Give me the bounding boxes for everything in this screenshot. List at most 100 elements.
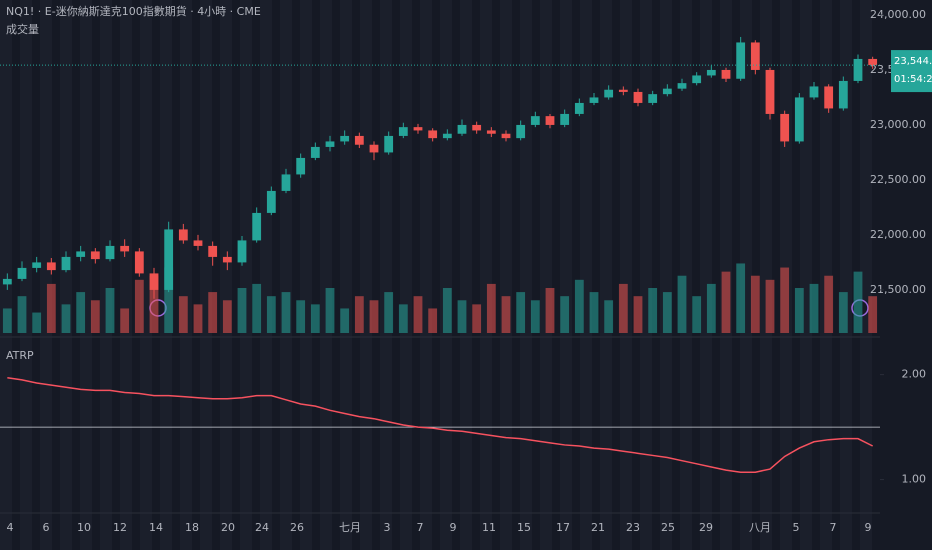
x-tick-label: 25: [661, 521, 675, 534]
volume-bar: [589, 292, 599, 333]
candle-body: [384, 135, 394, 153]
volume-bar: [384, 292, 394, 333]
volume-bar: [472, 304, 482, 333]
volume-bar: [486, 283, 496, 333]
volume-bar: [809, 283, 819, 333]
candle-body: [633, 91, 643, 103]
volume-bar: [677, 275, 687, 333]
candle-body: [281, 174, 291, 191]
volume-bar: [32, 312, 42, 333]
x-tick-label: 七月: [339, 521, 361, 534]
y-tick-label: 22,000.00: [870, 228, 926, 241]
volume-bar: [736, 263, 746, 333]
candle-body: [545, 116, 555, 125]
x-tick-label: 20: [221, 521, 235, 534]
candle-body: [486, 130, 496, 134]
candle-body: [736, 42, 746, 79]
volume-bar: [193, 304, 203, 333]
volume-bar: [134, 279, 144, 333]
volume-bar: [413, 296, 423, 333]
volume-label: 成交量: [6, 22, 39, 36]
candle-body: [310, 146, 320, 158]
candle-body: [780, 113, 790, 142]
x-tick-label: 4: [7, 521, 14, 534]
candle-body: [604, 89, 614, 98]
candle-body: [662, 88, 672, 95]
volume-bar: [428, 308, 438, 333]
x-tick-label: 八月: [749, 521, 771, 534]
candle-body: [824, 86, 834, 109]
volume-bar: [208, 292, 218, 333]
volume-bar: [90, 300, 100, 333]
candle-body: [46, 262, 56, 271]
y-tick-label: 2.00: [902, 368, 927, 381]
volume-bar: [61, 304, 71, 333]
volume-bar: [662, 292, 672, 333]
volume-bar: [120, 308, 130, 333]
candle-body: [266, 190, 276, 213]
volume-bar: [750, 275, 760, 333]
last-price-label: 23,544.25: [894, 56, 932, 67]
volume-bar: [325, 288, 335, 333]
volume-bar: [266, 296, 276, 333]
volume-bar: [105, 288, 115, 333]
volume-bar: [604, 300, 614, 333]
candle-body: [296, 157, 306, 175]
x-tick-label: 9: [450, 521, 457, 534]
candle-body: [428, 130, 438, 139]
volume-bar: [692, 296, 702, 333]
volume-bar: [340, 308, 350, 333]
volume-bar: [222, 300, 232, 333]
x-tick-label: 24: [255, 521, 269, 534]
volume-bar: [530, 300, 540, 333]
volume-bar: [633, 296, 643, 333]
candle-body: [677, 83, 687, 89]
candle-body: [76, 251, 86, 257]
x-tick-label: 5: [793, 521, 800, 534]
volume-bar: [310, 304, 320, 333]
last-price-tag: [891, 50, 932, 93]
volume-bar: [824, 275, 834, 333]
x-tick-label: 17: [556, 521, 570, 534]
candle-body: [472, 124, 482, 131]
candle-body: [325, 141, 335, 147]
indicator-line: [7, 377, 874, 473]
candle-body: [178, 229, 188, 241]
volume-bar: [164, 267, 174, 333]
volume-bar: [296, 300, 306, 333]
candle-body: [750, 42, 760, 70]
x-tick-label: 21: [591, 521, 605, 534]
candle-body: [530, 116, 540, 125]
volume-bar: [281, 292, 291, 333]
volume-bar: [178, 296, 188, 333]
y-tick-label: 24,000.00: [870, 8, 926, 21]
volume-bar: [574, 279, 584, 333]
candle-body: [340, 135, 350, 142]
candle-body: [2, 278, 12, 285]
volume-bar: [237, 288, 247, 333]
y-tick-label: 21,500.00: [870, 283, 926, 296]
candle-body: [237, 240, 247, 263]
candle-body: [164, 229, 174, 290]
candle-body: [442, 133, 452, 139]
candle-body: [105, 245, 115, 260]
volume-bar: [252, 283, 262, 333]
volume-bar: [149, 275, 159, 333]
candle-body: [853, 58, 863, 81]
candle-body: [516, 124, 526, 139]
candle-body: [32, 262, 42, 268]
volume-bar: [46, 283, 56, 333]
candle-body: [17, 267, 27, 279]
y-tick-label: 23,000.00: [870, 118, 926, 131]
candle-body: [120, 245, 130, 252]
candle-body: [354, 135, 364, 145]
x-tick-label: 9: [865, 521, 872, 534]
volume-bar: [794, 288, 804, 333]
chart-title: NQ1! · E-迷你納斯達克100指數期貨 · 4小時 · CME: [6, 4, 261, 18]
volume-bar: [706, 283, 716, 333]
countdown-label: 01:54:27: [894, 74, 932, 85]
x-tick-label: 15: [517, 521, 531, 534]
candle-body: [193, 240, 203, 246]
x-tick-label: 26: [290, 521, 304, 534]
